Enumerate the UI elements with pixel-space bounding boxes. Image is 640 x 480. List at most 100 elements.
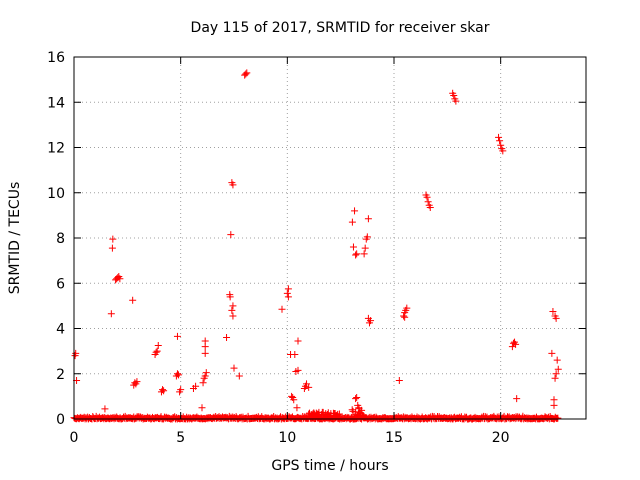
data-point [355, 404, 363, 412]
data-point [152, 348, 160, 356]
data-point [173, 370, 181, 378]
data-point [335, 410, 343, 418]
data-point [153, 347, 161, 355]
data-point [116, 275, 124, 283]
data-point [352, 251, 360, 259]
x-axis-label: GPS time / hours [271, 458, 388, 474]
data-point [424, 198, 432, 206]
data-point [554, 365, 562, 373]
data-point [227, 231, 235, 239]
data-point [395, 377, 403, 385]
y-tick-label: 8 [56, 231, 65, 247]
x-tick-label: 15 [385, 430, 403, 446]
data-point [552, 314, 560, 322]
data-point [107, 310, 115, 318]
data-point [294, 366, 302, 374]
data-point [495, 133, 503, 141]
data-point [552, 370, 560, 378]
y-axis-label: SRMTID / TECUs [7, 182, 23, 295]
data-point [201, 349, 209, 357]
data-point [228, 306, 236, 314]
data-point [401, 313, 409, 321]
data-point [278, 305, 286, 313]
data-point [223, 334, 231, 342]
data-point [199, 379, 207, 387]
data-point [363, 233, 371, 241]
data-point [129, 296, 137, 304]
y-tick-label: 0 [56, 412, 65, 428]
data-point [426, 203, 434, 211]
data-point [352, 395, 360, 403]
data-point [230, 364, 238, 372]
data-point [133, 378, 141, 386]
data-point [242, 70, 250, 78]
data-point [364, 215, 372, 223]
data-point [235, 372, 243, 380]
data-point [349, 243, 357, 251]
data-point [177, 386, 185, 394]
data-point [202, 369, 210, 377]
data-point [497, 141, 505, 149]
data-point [290, 396, 298, 404]
data-point [513, 395, 521, 403]
y-tick-label: 12 [47, 141, 65, 157]
data-point [229, 302, 237, 310]
data-point [192, 382, 200, 390]
y-tick-label: 6 [56, 276, 65, 292]
x-tick-label: 20 [492, 430, 510, 446]
data-point [353, 250, 361, 258]
data-point [348, 218, 356, 226]
data-point [361, 244, 369, 252]
data-point [336, 414, 344, 422]
data-point [351, 207, 359, 215]
data-point [243, 69, 251, 77]
axis-ticks: 0 5 10 15 20 0 2 4 6 8 10 12 14 16 [47, 50, 586, 446]
y-tick-label: 10 [47, 186, 65, 202]
data-point [173, 332, 181, 340]
data-point [229, 312, 237, 320]
data-point [549, 308, 557, 316]
y-tick-label: 16 [47, 50, 65, 66]
data-point [108, 244, 116, 252]
data-point [400, 312, 408, 320]
data-point [305, 383, 313, 391]
data-point [452, 97, 460, 105]
x-tick-label: 0 [70, 430, 79, 446]
data-point [72, 349, 80, 357]
chart-title: Day 115 of 2017, SRMTID for receiver ska… [191, 20, 490, 36]
data-point [159, 386, 167, 394]
data-point [229, 181, 237, 189]
data-point [353, 394, 361, 402]
data-points [70, 69, 562, 423]
data-point [548, 349, 556, 357]
data-point [291, 351, 299, 359]
data-point [293, 404, 301, 412]
data-point [554, 414, 562, 422]
data-point [423, 193, 431, 201]
data-point [360, 250, 368, 258]
data-point [499, 147, 507, 155]
data-point [284, 285, 292, 293]
data-point [283, 289, 291, 297]
data-point [553, 356, 561, 364]
y-tick-label: 14 [47, 95, 65, 111]
data-point [512, 340, 520, 348]
x-tick-label: 10 [278, 430, 296, 446]
data-point [160, 387, 168, 395]
data-point [294, 337, 302, 345]
data-point [550, 401, 558, 409]
x-tick-label: 5 [176, 430, 185, 446]
grid [74, 57, 586, 419]
data-point [496, 137, 504, 145]
y-tick-label: 2 [56, 367, 65, 383]
data-point [450, 91, 458, 99]
data-point [284, 293, 292, 301]
data-point [109, 235, 117, 243]
data-point [201, 372, 209, 380]
data-point [101, 405, 109, 413]
data-point [367, 317, 375, 325]
data-point [198, 404, 206, 412]
data-point [175, 371, 183, 379]
data-point [360, 414, 368, 422]
